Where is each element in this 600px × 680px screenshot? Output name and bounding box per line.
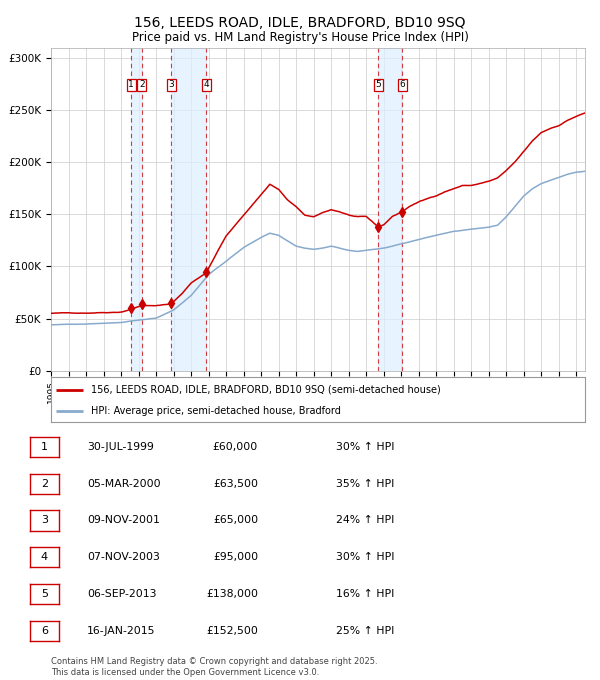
Text: 05-MAR-2000: 05-MAR-2000	[87, 479, 161, 489]
Text: £65,000: £65,000	[213, 515, 258, 526]
Text: 2: 2	[41, 479, 48, 489]
Text: 6: 6	[399, 80, 405, 89]
Text: 30-JUL-1999: 30-JUL-1999	[87, 442, 154, 452]
Text: 5: 5	[375, 80, 381, 89]
Text: 1: 1	[41, 442, 48, 452]
Text: £138,000: £138,000	[206, 589, 258, 599]
Text: 3: 3	[41, 515, 48, 526]
Bar	[378, 48, 402, 371]
Text: 07-NOV-2003: 07-NOV-2003	[87, 552, 160, 562]
Text: 09-NOV-2001: 09-NOV-2001	[87, 515, 160, 526]
Text: 4: 4	[41, 552, 48, 562]
Text: 5: 5	[41, 589, 48, 599]
Text: HPI: Average price, semi-detached house, Bradford: HPI: Average price, semi-detached house,…	[91, 406, 341, 416]
Text: 16% ↑ HPI: 16% ↑ HPI	[336, 589, 394, 599]
Text: 30% ↑ HPI: 30% ↑ HPI	[336, 552, 395, 562]
Text: 35% ↑ HPI: 35% ↑ HPI	[336, 479, 394, 489]
Text: 30% ↑ HPI: 30% ↑ HPI	[336, 442, 395, 452]
Text: 25% ↑ HPI: 25% ↑ HPI	[336, 626, 394, 636]
Text: 06-SEP-2013: 06-SEP-2013	[87, 589, 157, 599]
Text: 24% ↑ HPI: 24% ↑ HPI	[336, 515, 394, 526]
Text: 156, LEEDS ROAD, IDLE, BRADFORD, BD10 9SQ (semi-detached house): 156, LEEDS ROAD, IDLE, BRADFORD, BD10 9S…	[91, 385, 441, 395]
Text: £95,000: £95,000	[213, 552, 258, 562]
Text: 6: 6	[41, 626, 48, 636]
Text: 16-JAN-2015: 16-JAN-2015	[87, 626, 155, 636]
Text: £63,500: £63,500	[213, 479, 258, 489]
Bar	[171, 48, 206, 371]
Text: Contains HM Land Registry data © Crown copyright and database right 2025.
This d: Contains HM Land Registry data © Crown c…	[51, 657, 377, 677]
Text: 1: 1	[128, 80, 134, 89]
Text: 3: 3	[168, 80, 174, 89]
Text: £152,500: £152,500	[206, 626, 258, 636]
Text: 156, LEEDS ROAD, IDLE, BRADFORD, BD10 9SQ: 156, LEEDS ROAD, IDLE, BRADFORD, BD10 9S…	[134, 16, 466, 31]
Bar	[131, 48, 142, 371]
Text: £60,000: £60,000	[213, 442, 258, 452]
Text: 4: 4	[203, 80, 209, 89]
Text: 2: 2	[139, 80, 145, 89]
Text: Price paid vs. HM Land Registry's House Price Index (HPI): Price paid vs. HM Land Registry's House …	[131, 31, 469, 44]
